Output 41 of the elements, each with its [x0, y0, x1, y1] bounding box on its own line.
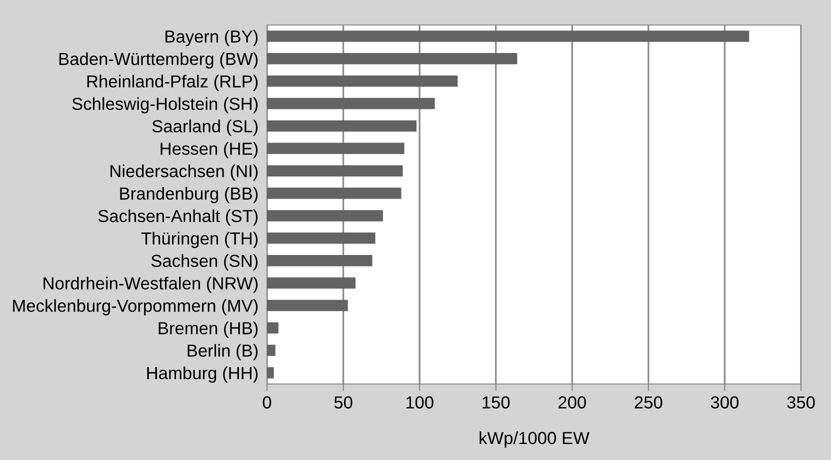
- bar: [267, 300, 348, 312]
- bar: [267, 277, 356, 289]
- y-tick-label: Thüringen (TH): [141, 232, 258, 248]
- x-tick-label: 0: [262, 396, 272, 409]
- x-tick-label: 300: [710, 396, 739, 409]
- y-tick-label: Sachsen (SN): [151, 254, 258, 270]
- bar: [267, 98, 435, 110]
- bar: [267, 53, 518, 64]
- y-tick-label: Mecklenburg-Vorpommern (MV): [13, 299, 258, 316]
- x-tick-label: 50: [334, 396, 352, 409]
- y-tick-label: Saarland (SL): [152, 120, 258, 136]
- y-tick-label: Berlin (B): [188, 344, 258, 360]
- bar: [267, 254, 372, 266]
- bar: [267, 210, 383, 222]
- x-tick-label: 100: [406, 396, 434, 409]
- y-tick-label: Hamburg (HH): [147, 366, 258, 383]
- bar: [267, 142, 404, 154]
- x-tick-label: 200: [558, 396, 586, 409]
- y-tick-label: Hessen (HE): [160, 142, 258, 158]
- y-tick-label: Sachsen-Anhalt (ST): [98, 209, 258, 226]
- bar: [267, 120, 417, 132]
- y-tick-label: Bremen (HB): [158, 322, 258, 338]
- bar: [267, 75, 458, 87]
- x-axis-title: kWp/1000 EW: [480, 431, 590, 448]
- y-tick-label: Rheinland-Pfalz (RLP): [87, 74, 258, 91]
- y-tick-label: Baden-Württemberg (BW): [59, 52, 258, 69]
- y-tick-label: Schleswig-Holstein (SH): [72, 97, 258, 114]
- bar: [267, 188, 402, 199]
- x-tick-label: 350: [787, 396, 815, 409]
- y-tick-label: Brandenburg (BB): [120, 186, 258, 204]
- bar: [267, 232, 376, 244]
- y-tick-label: Nordrhein-Westfalen (NRW): [44, 276, 258, 293]
- x-tick-label: 250: [634, 396, 662, 409]
- bar: [267, 165, 403, 176]
- bar: [267, 30, 750, 42]
- x-tick-label: 150: [482, 396, 510, 409]
- bar: [267, 322, 278, 334]
- bar: [267, 344, 276, 356]
- y-tick-label: Bayern (BY): [166, 30, 258, 46]
- y-tick-label: Niedersachsen (NI): [110, 164, 258, 181]
- bar: [267, 367, 274, 378]
